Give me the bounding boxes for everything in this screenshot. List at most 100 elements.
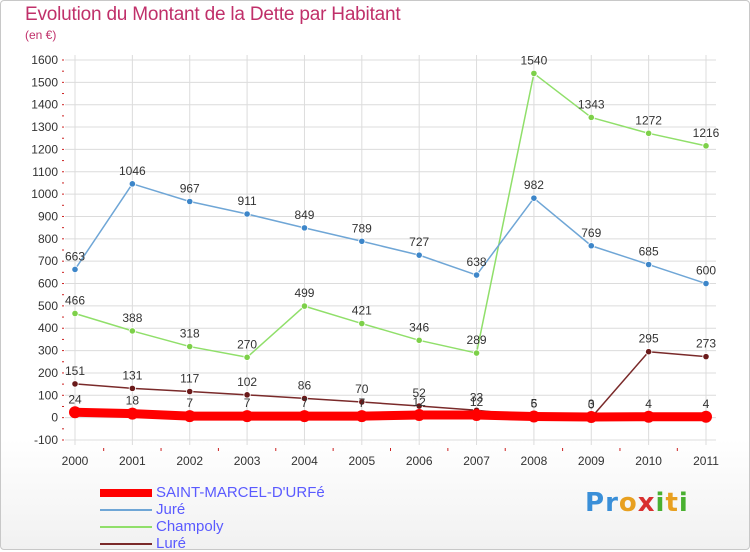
x-tick-label: 2007 bbox=[463, 454, 490, 468]
data-label: 967 bbox=[180, 181, 200, 195]
data-point bbox=[702, 142, 710, 150]
data-label: 18 bbox=[126, 394, 140, 408]
x-tick-label: 2005 bbox=[348, 454, 375, 468]
data-point bbox=[585, 410, 598, 423]
data-label: 1216 bbox=[693, 126, 720, 140]
y-tick-label: 1400 bbox=[31, 98, 58, 112]
data-point bbox=[243, 210, 251, 218]
data-label: 499 bbox=[294, 286, 314, 300]
data-label: 727 bbox=[409, 235, 429, 249]
legend-swatch bbox=[100, 489, 152, 497]
data-point bbox=[69, 406, 81, 419]
data-label: 5 bbox=[531, 397, 538, 411]
data-point bbox=[645, 129, 653, 137]
data-point bbox=[470, 408, 483, 421]
data-label: 52 bbox=[413, 386, 427, 400]
legend-label: Champoly bbox=[156, 518, 224, 535]
data-label: 4 bbox=[703, 397, 710, 411]
y-tick-label: 100 bbox=[38, 388, 58, 402]
data-point bbox=[702, 279, 710, 288]
y-tick-label: 1100 bbox=[32, 165, 58, 179]
data-label: 131 bbox=[122, 368, 142, 382]
data-point bbox=[300, 302, 309, 310]
y-tick-label: 0 bbox=[51, 411, 58, 425]
data-label: 7 bbox=[186, 396, 193, 410]
series-line-0 bbox=[70, 407, 711, 422]
data-label: 663 bbox=[65, 249, 85, 263]
x-tick-label: 2011 bbox=[693, 454, 719, 468]
data-label: 849 bbox=[294, 208, 314, 222]
legend-swatch bbox=[100, 543, 152, 545]
data-point bbox=[71, 309, 79, 318]
data-point bbox=[587, 113, 595, 122]
legend-label: Luré bbox=[156, 535, 187, 552]
y-tick-label: 700 bbox=[38, 254, 58, 268]
data-point bbox=[645, 260, 653, 269]
data-label: 3 bbox=[588, 397, 595, 411]
data-point bbox=[300, 394, 309, 403]
data-label: 12 bbox=[470, 395, 484, 409]
y-tick-label: 1600 bbox=[31, 53, 58, 67]
data-point bbox=[128, 327, 136, 335]
x-tick-label: 2004 bbox=[291, 454, 318, 468]
data-point bbox=[527, 410, 540, 423]
data-point bbox=[358, 398, 366, 406]
data-label: 638 bbox=[467, 255, 487, 269]
data-label: 911 bbox=[238, 194, 257, 208]
data-point bbox=[186, 387, 194, 396]
y-tick-label: 1200 bbox=[31, 142, 58, 156]
data-label: 24 bbox=[68, 392, 82, 406]
data-label: 117 bbox=[180, 371, 199, 385]
x-tick-label: 2008 bbox=[521, 454, 548, 468]
data-point bbox=[700, 410, 712, 423]
series-line-3 bbox=[74, 350, 707, 419]
data-label: 86 bbox=[298, 378, 312, 392]
data-point bbox=[243, 353, 251, 361]
y-tick-label: 1500 bbox=[31, 75, 58, 89]
data-point bbox=[415, 336, 423, 344]
data-label: 33 bbox=[470, 390, 484, 404]
data-label: 685 bbox=[639, 245, 659, 259]
data-point bbox=[530, 69, 538, 78]
data-point bbox=[71, 265, 79, 274]
data-label: 1343 bbox=[578, 97, 605, 111]
series-line-2 bbox=[74, 72, 707, 359]
data-label: 289 bbox=[467, 333, 487, 347]
data-label: 388 bbox=[122, 311, 142, 325]
data-point bbox=[355, 410, 368, 423]
y-tick-label: -100 bbox=[34, 433, 58, 447]
y-tick-label: 300 bbox=[38, 344, 58, 358]
y-tick-label: 800 bbox=[38, 232, 58, 246]
data-label: 346 bbox=[409, 320, 429, 334]
data-label: 151 bbox=[65, 364, 85, 378]
data-point bbox=[472, 349, 481, 357]
data-point bbox=[472, 271, 481, 279]
chart-unit: (en €) bbox=[25, 28, 57, 42]
proxiti-logo: Proxiti bbox=[585, 488, 689, 518]
data-point bbox=[128, 180, 136, 188]
data-point bbox=[183, 410, 196, 423]
data-point bbox=[186, 342, 194, 351]
legend-swatch bbox=[100, 509, 152, 511]
data-label: 1046 bbox=[119, 164, 146, 178]
data-label: 102 bbox=[237, 375, 257, 389]
data-point bbox=[358, 319, 366, 328]
data-point bbox=[642, 410, 655, 423]
y-tick-label: 600 bbox=[38, 277, 58, 291]
data-point bbox=[186, 197, 194, 206]
x-tick-label: 2000 bbox=[62, 454, 89, 468]
data-label: 789 bbox=[352, 221, 372, 235]
data-label: 982 bbox=[524, 178, 544, 192]
x-tick-label: 2002 bbox=[176, 454, 203, 468]
data-point bbox=[358, 237, 366, 245]
data-point bbox=[415, 251, 423, 259]
data-point bbox=[243, 391, 251, 399]
data-label: 7 bbox=[244, 396, 251, 410]
data-point bbox=[645, 348, 653, 356]
x-tick-label: 2001 bbox=[119, 454, 146, 468]
data-label: 769 bbox=[581, 226, 601, 240]
data-label: 6 bbox=[531, 396, 538, 410]
y-tick-label: 500 bbox=[38, 299, 58, 313]
